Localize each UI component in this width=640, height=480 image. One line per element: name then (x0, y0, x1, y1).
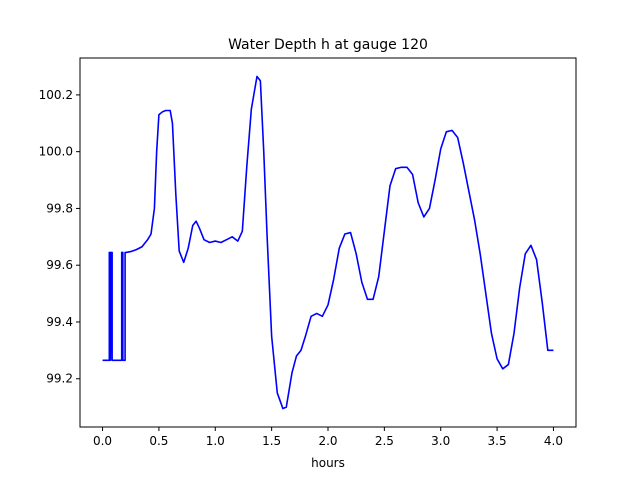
x-tick-label: 1.5 (262, 434, 281, 448)
series-line-water-depth (102, 75, 554, 410)
y-tick-label: 99.2 (46, 372, 73, 386)
x-tick-label: 0.0 (93, 434, 112, 448)
y-axis: 99.2 99.4 99.6 99.8 100.0 100.2 (39, 88, 80, 386)
x-tick-label: 1.0 (206, 434, 225, 448)
y-tick-label: 100.0 (39, 145, 73, 159)
x-axis-label: hours (311, 456, 345, 470)
x-axis: 0.0 0.5 1.0 1.5 2.0 2.5 3.0 3.5 4.0 (93, 427, 563, 448)
y-tick-label: 99.4 (46, 315, 73, 329)
x-tick-label: 4.0 (544, 434, 563, 448)
x-tick-label: 2.0 (318, 434, 337, 448)
x-tick-label: 0.5 (149, 434, 168, 448)
y-tick-label: 99.6 (46, 258, 73, 272)
y-tick-label: 99.8 (46, 201, 73, 215)
x-tick-label: 3.0 (431, 434, 450, 448)
y-tick-label: 100.2 (39, 88, 73, 102)
x-tick-label: 3.5 (488, 434, 507, 448)
x-tick-label: 2.5 (375, 434, 394, 448)
chart-title: Water Depth h at gauge 120 (228, 37, 428, 53)
